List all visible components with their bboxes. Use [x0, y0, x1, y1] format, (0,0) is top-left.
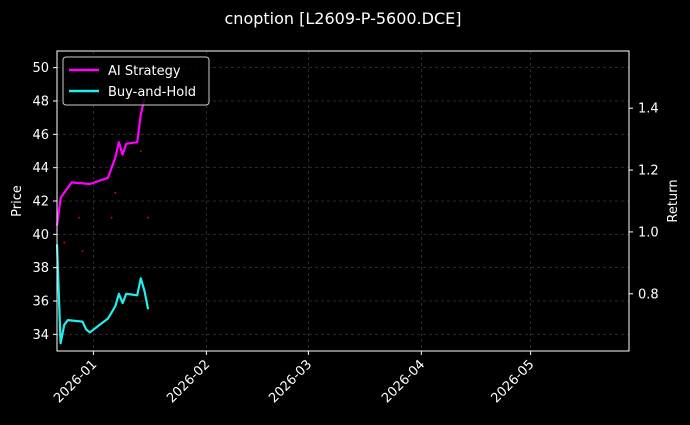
y-tick-label: 44 [32, 161, 49, 176]
legend-box [62, 56, 210, 106]
y2-axis-label: Return [666, 179, 681, 222]
y-axis-left: 34 36 38 40 42 44 46 48 50 [32, 61, 57, 343]
y-axis-label: Price [10, 185, 25, 217]
trade-marker [114, 191, 117, 194]
y2-tick-label: 1.4 [638, 102, 659, 117]
trade-marker [147, 216, 149, 219]
trade-markers [63, 150, 149, 252]
trade-marker [110, 216, 113, 219]
legend-label-buy-and-hold: Buy-and-Hold [108, 85, 196, 100]
trade-marker [63, 241, 66, 244]
y2-tick-label: 0.8 [638, 287, 659, 302]
series-line-ai-strategy [55, 98, 146, 226]
y-tick-label: 50 [32, 61, 49, 76]
y-tick-label: 42 [32, 195, 49, 210]
y2-tick-label: 1.2 [638, 164, 659, 179]
chart-title: cnoption [L2609-P-5600.DCE] [225, 9, 462, 28]
y2-tick-label: 1.0 [638, 225, 659, 240]
y-tick-label: 38 [32, 261, 49, 276]
y-tick-label: 46 [32, 128, 49, 143]
legend-label-ai-strategy: AI Strategy [108, 64, 181, 79]
y-tick-label: 36 [32, 295, 49, 310]
y-tick-label: 40 [32, 228, 49, 243]
legend: AI Strategy Buy-and-Hold [62, 56, 210, 106]
trade-marker [77, 216, 80, 219]
y-axis-right: 0.8 1.0 1.2 1.4 [629, 102, 659, 302]
trade-marker [139, 150, 142, 152]
series-line-buy-and-hold [55, 244, 150, 345]
grid [57, 51, 629, 351]
series-lines [55, 98, 150, 345]
trade-marker [81, 250, 84, 252]
y-tick-label: 48 [32, 95, 49, 110]
y-tick-label: 34 [32, 328, 49, 343]
